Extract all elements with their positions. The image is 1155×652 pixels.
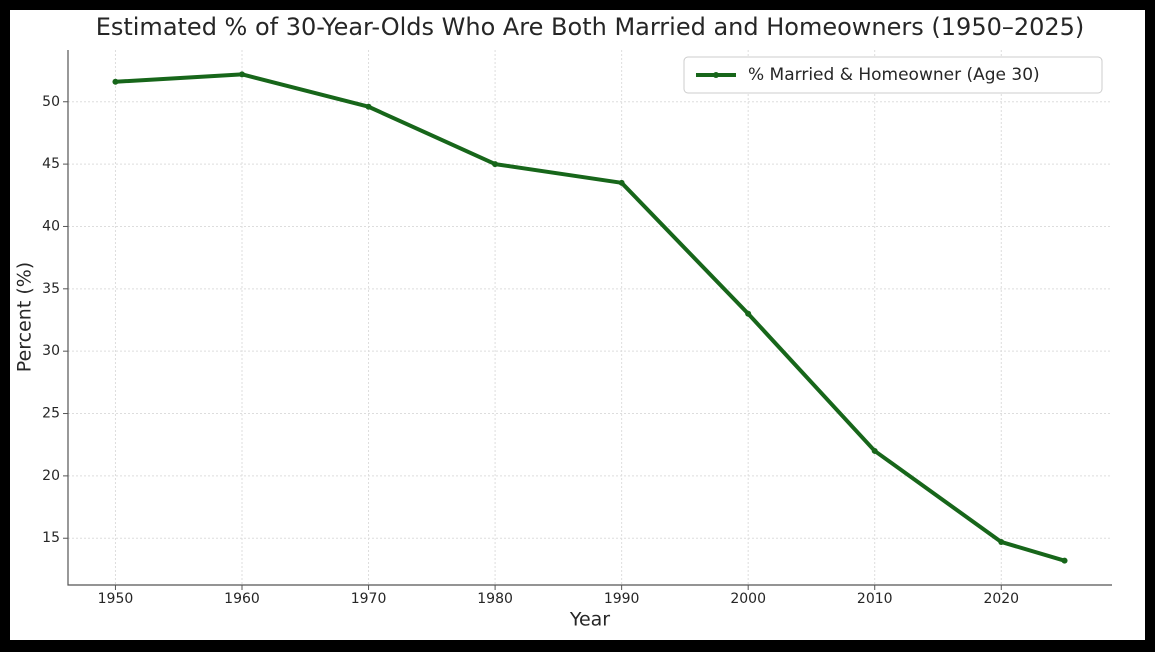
y-tick-label: 35 <box>42 281 60 297</box>
data-point <box>745 310 752 317</box>
axis-spines <box>67 50 1112 586</box>
x-axis-label: Year <box>569 609 610 631</box>
y-tick-label: 50 <box>42 94 60 110</box>
x-tick-label: 1970 <box>351 591 387 607</box>
y-tick-label: 30 <box>42 343 60 359</box>
data-point <box>998 538 1005 545</box>
data-point <box>112 78 119 85</box>
x-tick-label: 1980 <box>477 591 513 607</box>
y-tick-label: 40 <box>42 218 60 234</box>
data-point <box>492 161 499 168</box>
x-tick-label: 1950 <box>98 591 134 607</box>
x-tick-label: 2010 <box>857 591 893 607</box>
x-tick-label: 1990 <box>604 591 640 607</box>
y-tick-label: 45 <box>42 156 60 172</box>
y-axis-label: Percent (%) <box>14 262 36 372</box>
y-tick-label: 20 <box>42 468 60 484</box>
x-tick-label: 2020 <box>983 591 1019 607</box>
y-tick-label: 15 <box>42 530 60 546</box>
data-point <box>365 103 372 110</box>
chart-title: Estimated % of 30-Year-Olds Who Are Both… <box>96 13 1085 41</box>
data-point <box>239 71 245 78</box>
y-tick-label: 25 <box>42 406 60 422</box>
chart-background <box>10 10 1145 640</box>
legend-marker <box>713 72 719 78</box>
data-point <box>871 447 878 454</box>
legend-label: % Married & Homeowner (Age 30) <box>748 65 1040 85</box>
data-point <box>1061 557 1068 564</box>
legend-box <box>683 56 1103 94</box>
x-tick-label: 1960 <box>224 591 260 607</box>
x-tick-label: 2000 <box>730 591 766 607</box>
data-point <box>618 179 625 186</box>
